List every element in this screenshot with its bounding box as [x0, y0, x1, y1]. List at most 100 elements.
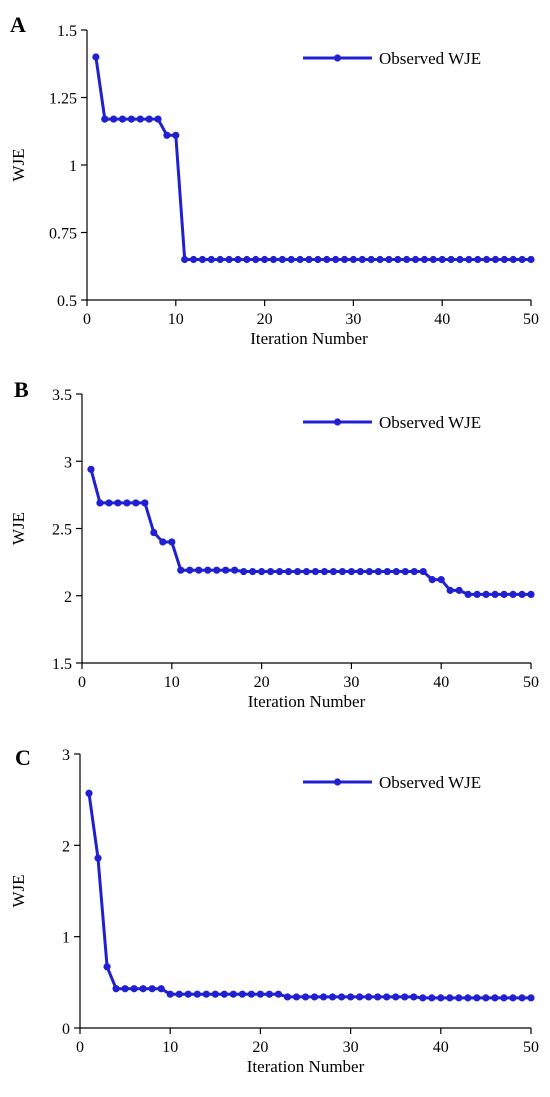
data-point: [437, 576, 445, 584]
y-tick-label: 1.5: [57, 23, 77, 40]
legend-label: Observed WJE: [379, 773, 481, 792]
data-point: [383, 993, 391, 1001]
x-tick-label: 50: [523, 674, 539, 691]
legend-label: Observed WJE: [379, 49, 481, 68]
data-point: [491, 994, 499, 1002]
x-axis-title: Iteration Number: [247, 1057, 365, 1076]
data-point: [314, 255, 322, 264]
data-point: [376, 255, 384, 264]
data-point: [181, 255, 189, 264]
data-point: [141, 499, 149, 507]
data-point: [145, 115, 153, 123]
data-point: [455, 586, 463, 594]
data-point: [394, 255, 402, 264]
data-point: [284, 567, 293, 576]
x-tick-label: 40: [434, 311, 450, 328]
data-point: [130, 985, 138, 993]
data-point: [175, 990, 183, 998]
legend-marker: [333, 54, 342, 62]
x-tick-label: 20: [257, 311, 273, 328]
data-point: [446, 994, 454, 1002]
data-point: [410, 567, 418, 576]
data-point: [92, 53, 100, 61]
data-point: [347, 567, 355, 576]
data-point: [509, 590, 517, 599]
data-point: [518, 994, 526, 1002]
data-point: [319, 993, 328, 1001]
data-point: [482, 994, 490, 1002]
data-point: [392, 567, 400, 576]
data-point: [112, 985, 120, 993]
y-tick-label: 0.75: [49, 226, 77, 243]
panel-label: B: [14, 377, 29, 402]
x-tick-label: 10: [168, 311, 184, 328]
data-point: [287, 255, 295, 264]
data-point: [323, 255, 331, 264]
data-point: [349, 255, 357, 264]
data-point: [211, 990, 219, 998]
data-point: [428, 576, 436, 584]
data-point: [464, 994, 472, 1002]
legend-label: Observed WJE: [379, 413, 481, 432]
legend-marker: [333, 778, 342, 786]
data-point: [401, 567, 409, 576]
data-point: [310, 993, 319, 1001]
x-tick-label: 40: [433, 1039, 449, 1056]
chart-panel-a: A 0 10 20 30 40 50 0.5 0.75 1 1.25 1.5 Iteration Num…: [9, 12, 539, 348]
data-point: [301, 993, 310, 1001]
data-point: [518, 590, 526, 599]
data-point: [103, 963, 111, 971]
data-point: [121, 985, 129, 993]
x-tick-label: 0: [76, 1039, 84, 1056]
y-tick-label: 1.5: [52, 656, 72, 673]
data-point: [243, 255, 251, 264]
data-point: [456, 255, 464, 264]
data-point: [118, 115, 127, 123]
data-point: [101, 115, 109, 123]
data-point: [367, 255, 375, 264]
data-point: [365, 567, 373, 576]
data-point: [509, 255, 517, 264]
data-point: [225, 255, 233, 264]
data-point: [358, 255, 366, 264]
data-point: [231, 566, 239, 574]
data-point: [438, 255, 446, 264]
data-point: [94, 854, 102, 862]
x-tick-label: 20: [252, 1039, 268, 1056]
data-point: [123, 499, 131, 507]
data-point: [110, 115, 118, 123]
data-point: [465, 255, 473, 264]
data-point: [127, 115, 135, 123]
y-tick-label: 2: [62, 838, 70, 855]
data-point: [296, 255, 304, 264]
data-point: [473, 590, 481, 599]
data-point: [527, 994, 535, 1002]
x-tick-label: 10: [164, 674, 180, 691]
chart-panel-b: B 0 10 20 30 40 50 1.5 2 2.5 3 3.5 Iteration Number W…: [9, 377, 539, 711]
data-point: [163, 131, 171, 139]
data-point: [220, 990, 228, 998]
series-line: [87, 793, 531, 1000]
data-point: [252, 255, 260, 264]
data-point: [238, 990, 246, 998]
data-point: [411, 255, 420, 264]
x-tick-label: 0: [78, 674, 86, 691]
data-point: [266, 567, 275, 576]
x-axis-title: Iteration Number: [250, 329, 368, 348]
data-point: [329, 567, 338, 576]
y-tick-label: 0.5: [57, 293, 77, 310]
data-point: [136, 115, 144, 123]
data-point: [189, 255, 198, 264]
data-point: [258, 567, 266, 576]
data-point: [234, 255, 242, 264]
data-point: [172, 131, 180, 139]
chart-panel-c: C 0 10 20 30 40 50 0 1 2 3 Iteration Number WJE Obser…: [9, 745, 539, 1076]
data-point: [320, 567, 329, 576]
data-point: [419, 567, 427, 576]
data-point: [447, 255, 455, 264]
y-tick-label: 1.25: [49, 91, 77, 108]
data-point: [420, 255, 429, 264]
data-point: [132, 499, 140, 507]
data-point: [491, 255, 500, 264]
data-point: [247, 990, 255, 998]
